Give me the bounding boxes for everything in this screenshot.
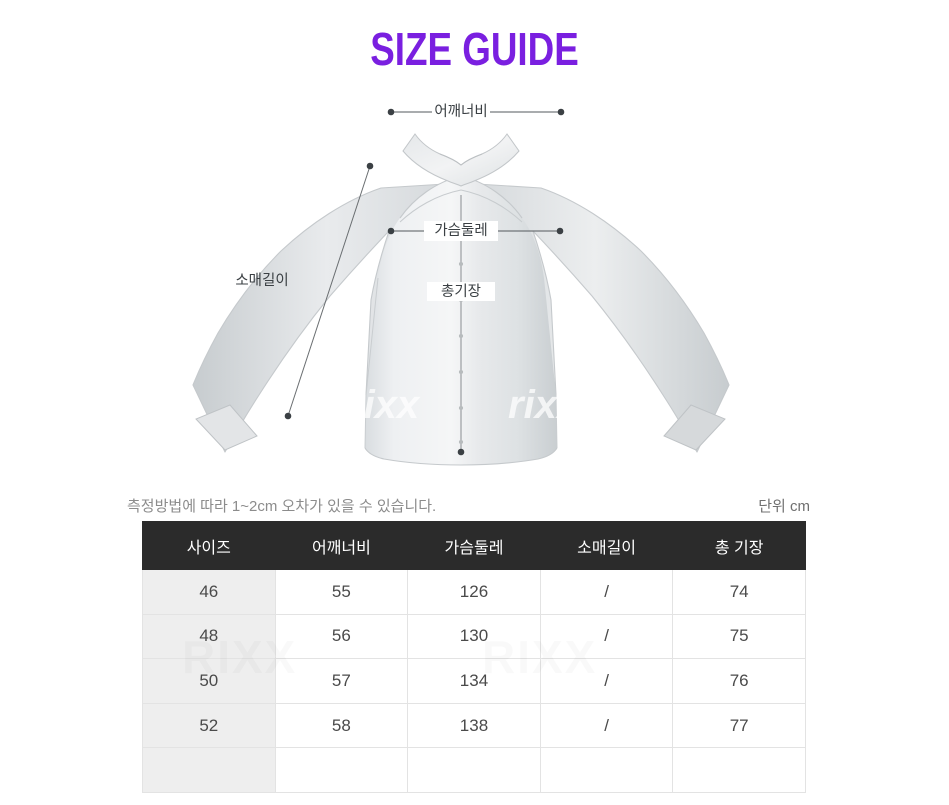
svg-text:어깨너비: 어깨너비 [434, 103, 487, 120]
svg-text:rixx: rixx [508, 383, 581, 427]
svg-text:rixx: rixx [348, 383, 421, 427]
svg-text:가슴둘레: 가슴둘레 [434, 222, 487, 239]
svg-text:소매길이: 소매길이 [235, 272, 288, 289]
svg-text:총기장: 총기장 [441, 283, 481, 300]
